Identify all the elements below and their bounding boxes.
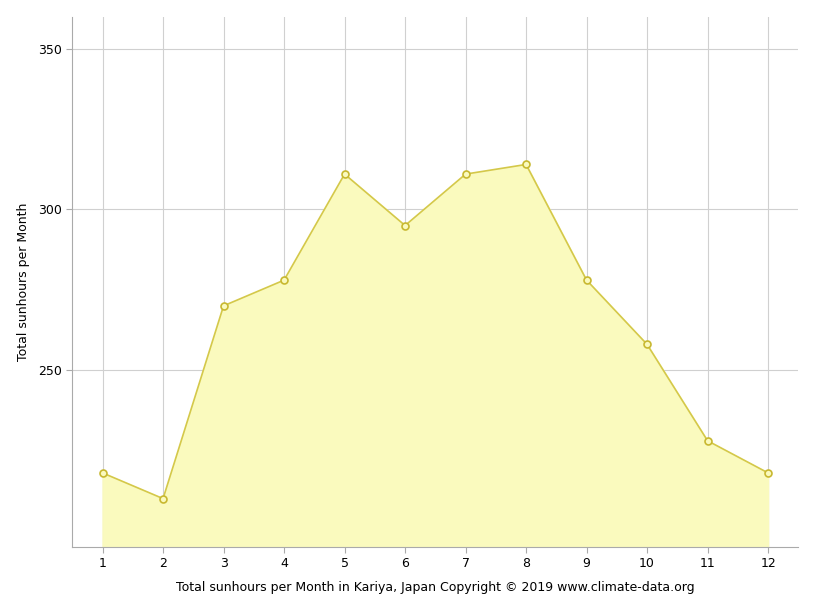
Y-axis label: Total sunhours per Month: Total sunhours per Month (16, 203, 29, 361)
X-axis label: Total sunhours per Month in Kariya, Japan Copyright © 2019 www.climate-data.org: Total sunhours per Month in Kariya, Japa… (176, 581, 694, 595)
